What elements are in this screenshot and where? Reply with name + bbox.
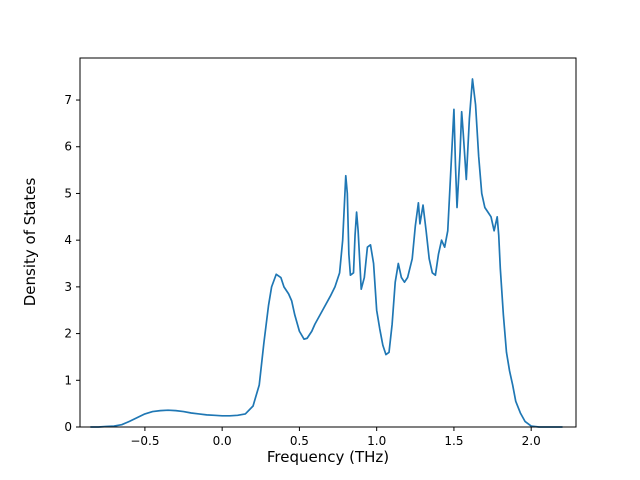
y-axis-label: Density of States: [21, 177, 39, 307]
x-tick-label: 2.0: [522, 434, 541, 448]
y-tick-label: 7: [64, 93, 72, 107]
y-tick-label: 6: [64, 140, 72, 154]
y-tick-label: 3: [64, 280, 72, 294]
data-line: [89, 78, 563, 428]
y-tick-label: 2: [64, 327, 72, 341]
x-tick-label: 1.5: [444, 434, 463, 448]
y-tick-label: 5: [64, 186, 72, 200]
x-tick-label: 1.0: [367, 434, 386, 448]
x-axis-label: Frequency (THz): [266, 448, 390, 466]
y-tick-label: 1: [64, 373, 72, 387]
axes-spines: [79, 57, 577, 428]
y-tick-label: 4: [64, 233, 72, 247]
x-tick-label: 0.0: [213, 434, 232, 448]
x-tick-label: 0.5: [290, 434, 309, 448]
x-tick-label: −0.5: [130, 434, 159, 448]
y-tick-label: 0: [64, 420, 72, 434]
